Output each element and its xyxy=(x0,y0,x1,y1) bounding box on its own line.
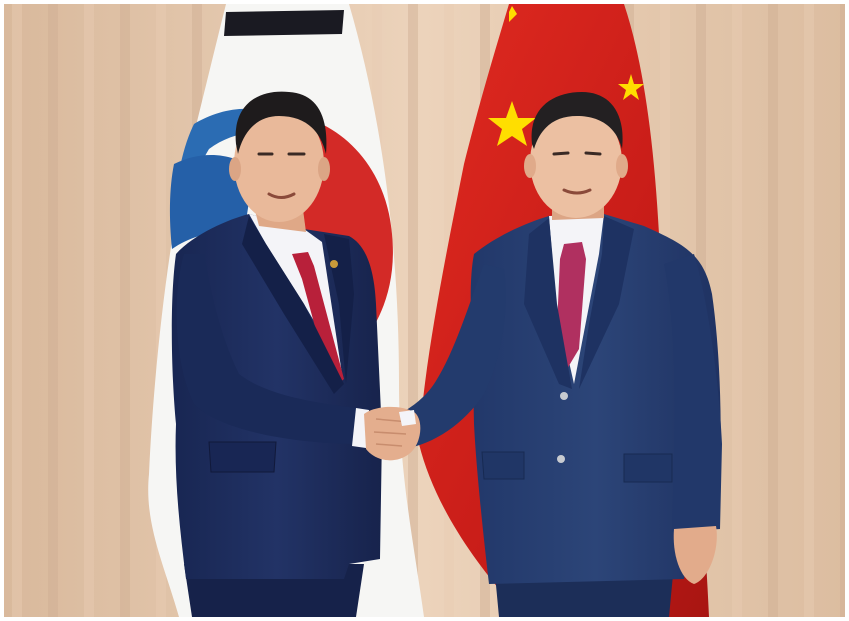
flag-star-small xyxy=(618,74,644,100)
lapel-pin xyxy=(330,260,338,268)
curtain-fold xyxy=(732,4,742,617)
photograph xyxy=(4,4,845,617)
photo-scene xyxy=(4,4,845,617)
curtain-fold xyxy=(120,4,130,617)
curtain-fold xyxy=(768,4,778,617)
suit-button xyxy=(557,455,565,463)
curtain-fold xyxy=(804,4,814,617)
right-person xyxy=(399,92,722,617)
curtain-fold xyxy=(48,4,58,617)
curtain-fold xyxy=(408,4,418,617)
flag-star-large xyxy=(488,101,536,146)
handshake xyxy=(364,406,421,461)
curtain-fold xyxy=(156,4,166,617)
curtain-fold xyxy=(840,4,845,617)
curtain-fold xyxy=(84,4,94,617)
left-person xyxy=(171,91,382,617)
face xyxy=(530,106,622,218)
face xyxy=(234,106,324,222)
flag-star-small xyxy=(509,6,517,22)
curtain-fold xyxy=(12,4,22,617)
suit-button xyxy=(560,392,568,400)
